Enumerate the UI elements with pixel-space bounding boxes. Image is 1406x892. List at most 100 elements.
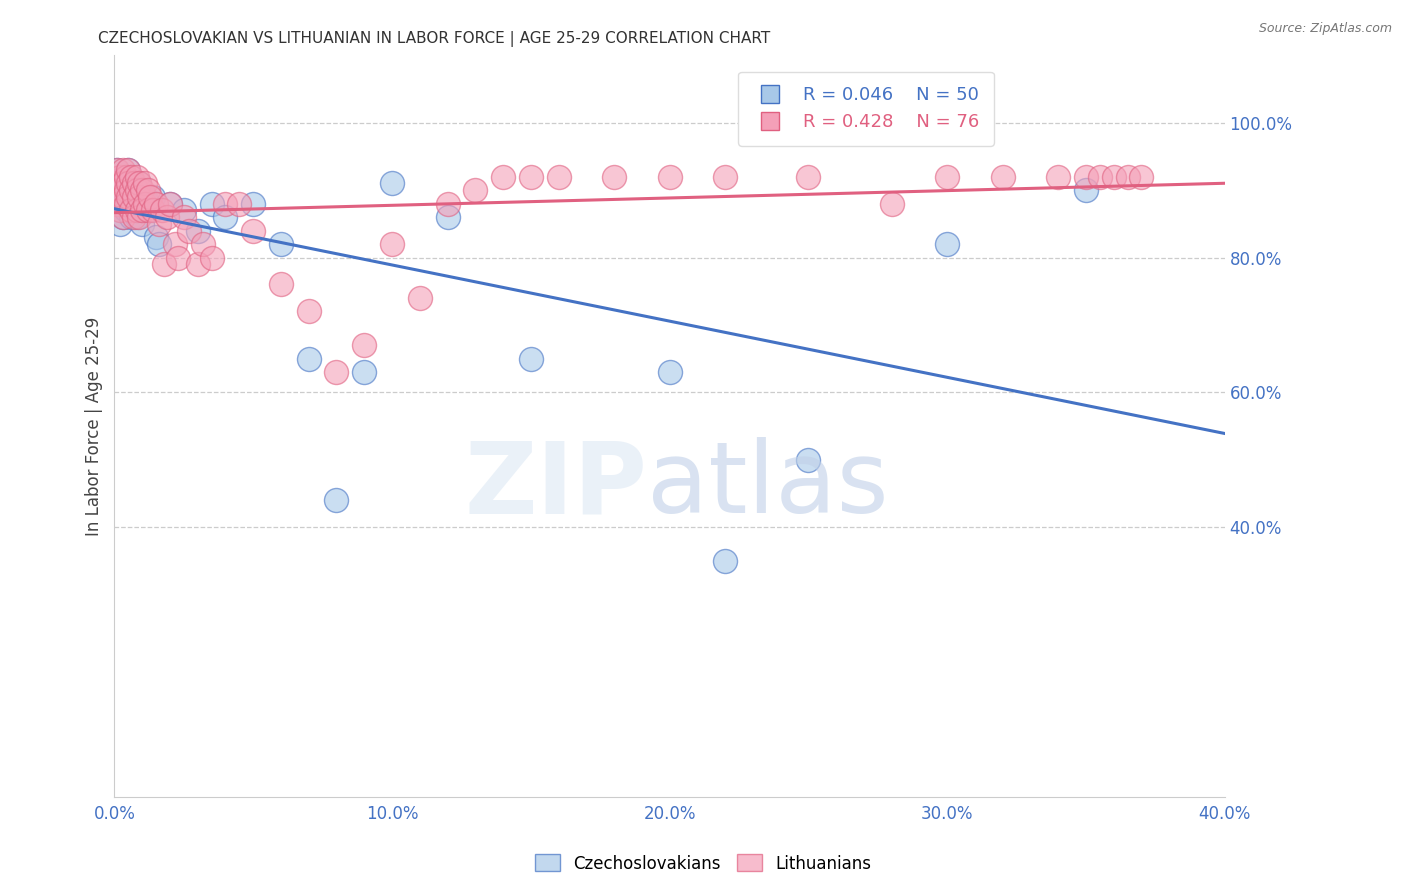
Point bbox=[134, 196, 156, 211]
Point bbox=[122, 210, 145, 224]
Point bbox=[128, 210, 150, 224]
Point bbox=[105, 162, 128, 177]
Point bbox=[122, 183, 145, 197]
Point bbox=[122, 190, 145, 204]
Point bbox=[173, 203, 195, 218]
Point bbox=[120, 210, 142, 224]
Point bbox=[145, 196, 167, 211]
Point bbox=[1116, 169, 1139, 184]
Point bbox=[136, 196, 159, 211]
Point bbox=[105, 196, 128, 211]
Point bbox=[117, 196, 139, 211]
Point bbox=[105, 162, 128, 177]
Point bbox=[108, 169, 131, 184]
Point bbox=[134, 190, 156, 204]
Point bbox=[111, 210, 134, 224]
Point bbox=[436, 210, 458, 224]
Point bbox=[131, 217, 153, 231]
Point bbox=[1130, 169, 1153, 184]
Point bbox=[520, 169, 543, 184]
Point bbox=[353, 365, 375, 379]
Point bbox=[658, 169, 681, 184]
Point bbox=[117, 190, 139, 204]
Point bbox=[214, 210, 236, 224]
Point bbox=[139, 203, 162, 218]
Point bbox=[187, 257, 209, 271]
Legend: R = 0.046    N = 50, R = 0.428    N = 76: R = 0.046 N = 50, R = 0.428 N = 76 bbox=[738, 71, 994, 145]
Point bbox=[1088, 169, 1111, 184]
Point bbox=[156, 210, 179, 224]
Point bbox=[120, 203, 142, 218]
Point bbox=[991, 169, 1014, 184]
Point bbox=[125, 210, 148, 224]
Point bbox=[298, 351, 321, 366]
Point bbox=[108, 203, 131, 218]
Point bbox=[148, 237, 170, 252]
Point bbox=[714, 554, 737, 568]
Point bbox=[128, 176, 150, 190]
Point bbox=[270, 277, 292, 292]
Point bbox=[105, 176, 128, 190]
Point bbox=[125, 203, 148, 218]
Point bbox=[128, 176, 150, 190]
Point bbox=[128, 196, 150, 211]
Point bbox=[125, 183, 148, 197]
Point bbox=[200, 251, 222, 265]
Point bbox=[603, 169, 626, 184]
Y-axis label: In Labor Force | Age 25-29: In Labor Force | Age 25-29 bbox=[86, 317, 103, 536]
Point bbox=[114, 203, 136, 218]
Point bbox=[242, 223, 264, 237]
Point bbox=[936, 169, 959, 184]
Point bbox=[111, 190, 134, 204]
Point bbox=[111, 210, 134, 224]
Point bbox=[228, 196, 250, 211]
Point bbox=[139, 190, 162, 204]
Point bbox=[117, 176, 139, 190]
Point bbox=[150, 203, 173, 218]
Point bbox=[658, 365, 681, 379]
Point bbox=[464, 183, 486, 197]
Point bbox=[120, 169, 142, 184]
Text: atlas: atlas bbox=[647, 437, 889, 534]
Point bbox=[114, 176, 136, 190]
Text: CZECHOSLOVAKIAN VS LITHUANIAN IN LABOR FORCE | AGE 25-29 CORRELATION CHART: CZECHOSLOVAKIAN VS LITHUANIAN IN LABOR F… bbox=[98, 31, 770, 47]
Point bbox=[325, 493, 347, 508]
Point bbox=[153, 257, 176, 271]
Point bbox=[111, 196, 134, 211]
Point bbox=[108, 183, 131, 197]
Point bbox=[193, 237, 215, 252]
Point bbox=[145, 230, 167, 244]
Point bbox=[270, 237, 292, 252]
Point bbox=[167, 251, 190, 265]
Point bbox=[136, 183, 159, 197]
Point bbox=[114, 190, 136, 204]
Point bbox=[797, 453, 820, 467]
Point bbox=[409, 291, 432, 305]
Point bbox=[111, 176, 134, 190]
Point bbox=[142, 190, 165, 204]
Point bbox=[936, 237, 959, 252]
Point bbox=[114, 196, 136, 211]
Text: ZIP: ZIP bbox=[464, 437, 647, 534]
Point bbox=[1074, 169, 1097, 184]
Point bbox=[117, 162, 139, 177]
Point bbox=[114, 183, 136, 197]
Point bbox=[298, 304, 321, 318]
Point bbox=[381, 176, 404, 190]
Point bbox=[714, 169, 737, 184]
Point bbox=[128, 190, 150, 204]
Point bbox=[880, 196, 903, 211]
Point bbox=[165, 237, 187, 252]
Point bbox=[325, 365, 347, 379]
Point bbox=[108, 176, 131, 190]
Point bbox=[159, 196, 181, 211]
Point bbox=[117, 162, 139, 177]
Point bbox=[187, 223, 209, 237]
Point bbox=[117, 183, 139, 197]
Point bbox=[125, 169, 148, 184]
Point bbox=[1102, 169, 1125, 184]
Point bbox=[114, 169, 136, 184]
Point bbox=[105, 196, 128, 211]
Point bbox=[148, 217, 170, 231]
Point bbox=[159, 196, 181, 211]
